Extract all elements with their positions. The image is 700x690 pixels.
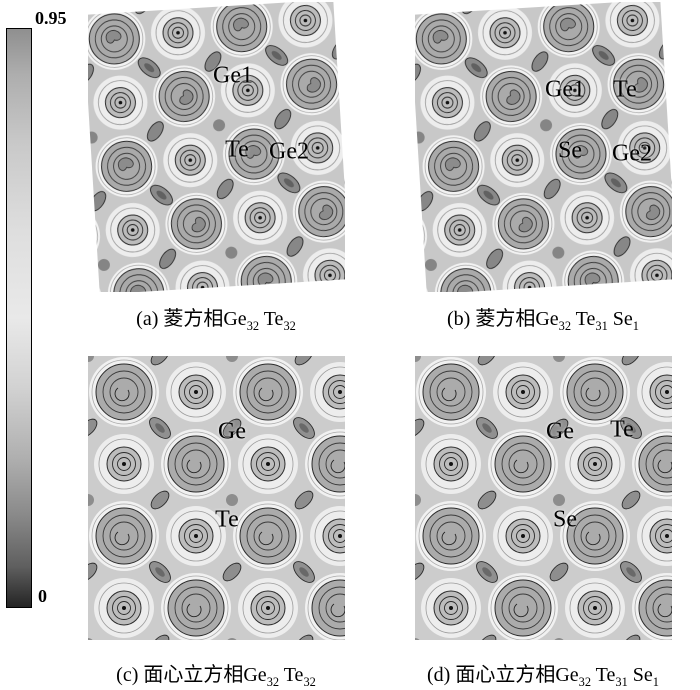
contour-plot-a [88,2,345,292]
contour-plot-d [415,356,672,640]
colorbar-min-label: 0 [38,586,47,606]
caption-b: (b) 菱方相Ge32 Te31 Se1 [447,308,639,333]
colorbar-max-label: 0.95 [35,8,67,28]
panel-rhombohedral-Ge32Te31Se1: Ge1 Te Se Ge2 [415,2,672,292]
caption-c: (c) 面心立方相Ge32 Te32 [116,664,316,689]
caption-a: (a) 菱方相Ge32 Te32 [136,308,296,333]
colorbar [6,28,32,608]
panel-rhombohedral-Ge32Te32: Ge1 Te Ge2 [88,2,345,292]
panel-fcc-Ge32Te31Se1: Ge Te Se [415,356,672,640]
panel-fcc-Ge32Te32: Ge Te [88,356,345,640]
contour-plot-c [88,356,345,640]
contour-plot-b [415,2,672,292]
caption-d: (d) 面心立方相Ge32 Te31 Se1 [427,664,659,689]
